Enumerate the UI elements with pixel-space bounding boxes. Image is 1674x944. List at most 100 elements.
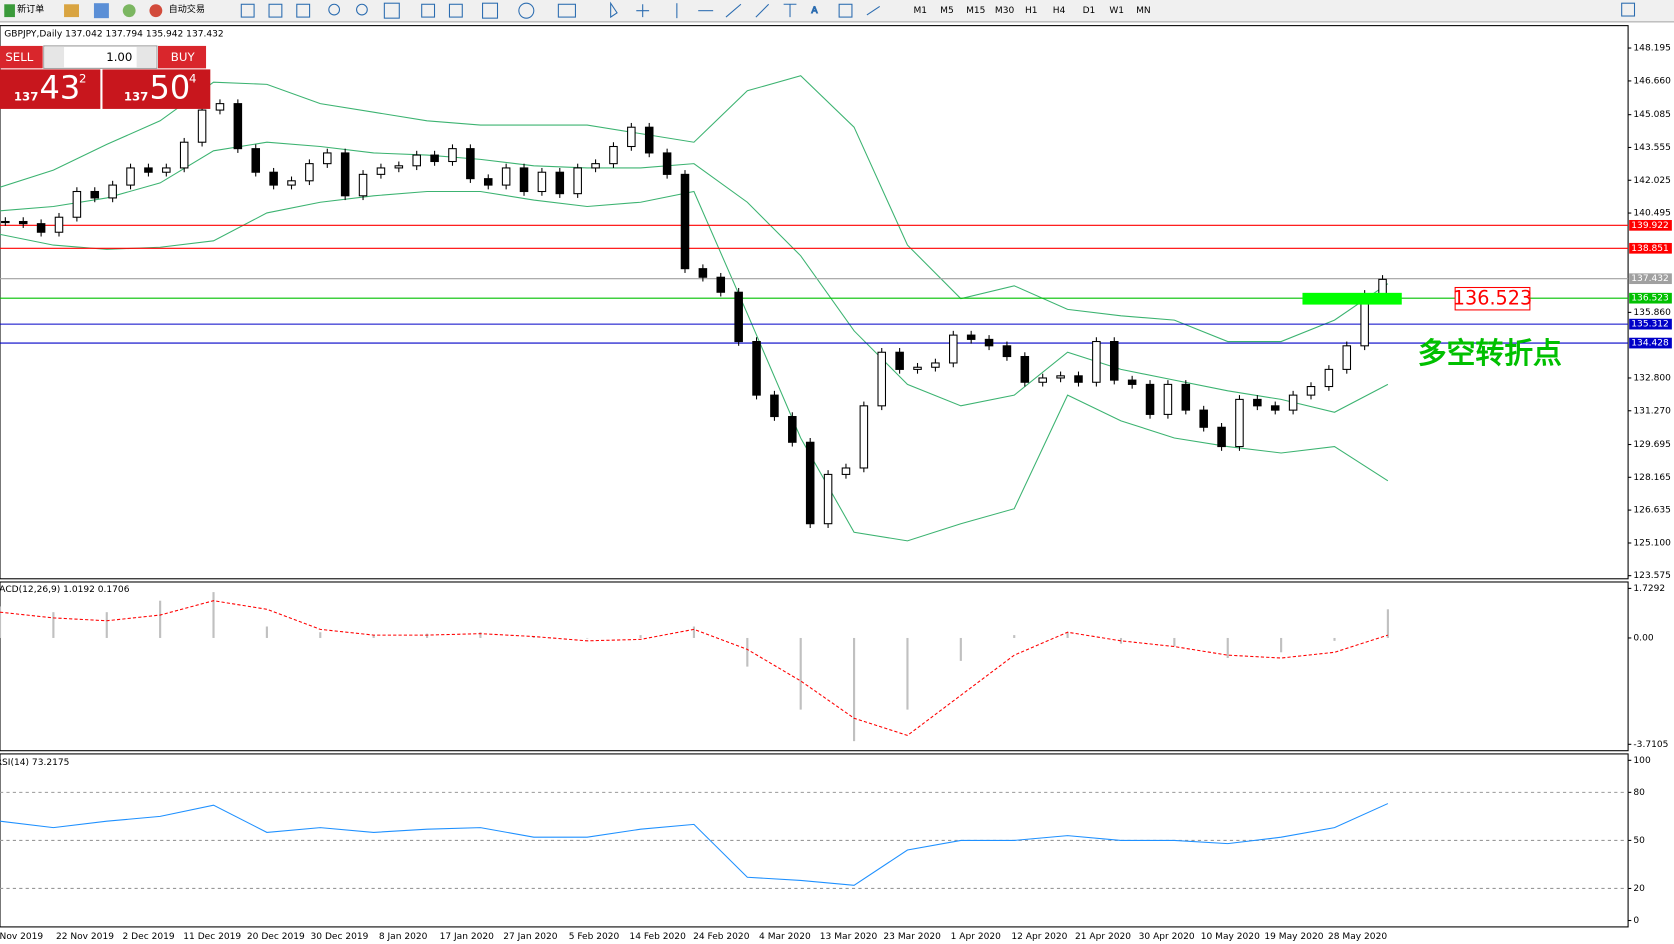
auto-trading[interactable]: 自动交易 bbox=[169, 3, 205, 15]
lots-up[interactable] bbox=[136, 46, 156, 68]
candle-body bbox=[949, 334, 958, 364]
new-order[interactable]: 新订单 bbox=[17, 3, 44, 15]
y-tick-label: 0.00 bbox=[1633, 633, 1653, 643]
x-tick-label: 2 Dec 2019 bbox=[123, 932, 175, 942]
candle-body bbox=[269, 171, 278, 186]
level-label: 138.851 bbox=[1631, 244, 1668, 254]
candle-body bbox=[179, 141, 189, 169]
bollinger-band bbox=[0, 75, 1389, 343]
level-label: 136.523 bbox=[1631, 294, 1669, 304]
macd-bar bbox=[532, 636, 535, 638]
timeframe-button[interactable]: M15 bbox=[966, 6, 985, 16]
candle-body bbox=[662, 152, 672, 175]
macd-title: MACD(12,26,9) 1.0192 0.1706 bbox=[0, 585, 130, 595]
candle-body bbox=[1109, 341, 1119, 381]
candle-body bbox=[1253, 398, 1262, 407]
lots-input[interactable] bbox=[43, 45, 158, 69]
candle-body bbox=[90, 190, 100, 199]
x-tick-label: 17 Jan 2020 bbox=[440, 932, 495, 942]
buy-button[interactable] bbox=[158, 45, 207, 69]
y-tick-label: 20 bbox=[1633, 884, 1645, 894]
tool-icon[interactable] bbox=[122, 4, 136, 18]
tool-icon[interactable] bbox=[93, 3, 109, 19]
candle-body bbox=[734, 291, 743, 343]
y-tick-label: 126.635 bbox=[1633, 506, 1670, 516]
candle-body bbox=[627, 126, 636, 148]
candle-body bbox=[126, 167, 135, 186]
candle-body bbox=[913, 366, 922, 370]
ask-fraction[interactable]: 4 bbox=[189, 72, 196, 86]
candle-body bbox=[412, 154, 421, 167]
bid-pips[interactable]: 43 bbox=[40, 69, 81, 107]
search-icon[interactable] bbox=[1621, 2, 1636, 17]
bid-box[interactable] bbox=[0, 69, 101, 109]
rsi-title: RSI(14) 73.2175 bbox=[0, 758, 69, 768]
x-tick-label: 30 Dec 2019 bbox=[311, 932, 369, 942]
bid-big[interactable]: 137 bbox=[14, 90, 38, 104]
candle-body bbox=[501, 167, 511, 186]
candle-body bbox=[376, 167, 386, 175]
macd-panel bbox=[0, 581, 1629, 752]
tool-icon[interactable] bbox=[64, 4, 80, 18]
level-tag bbox=[1629, 318, 1672, 330]
candle-body bbox=[1, 220, 10, 224]
candle-body bbox=[1092, 341, 1101, 383]
x-tick-label: 30 Apr 2020 bbox=[1139, 932, 1195, 942]
x-tick-label: 21 Apr 2020 bbox=[1075, 932, 1131, 942]
sell-button[interactable] bbox=[0, 45, 43, 69]
candle-body bbox=[305, 163, 314, 182]
macd-bar bbox=[372, 635, 375, 638]
candle-body bbox=[555, 171, 565, 195]
timeframe-button[interactable]: D1 bbox=[1083, 6, 1096, 16]
y-tick-label: 140.495 bbox=[1633, 209, 1670, 219]
lots-value[interactable]: 1.00 bbox=[106, 50, 132, 64]
candle-body bbox=[448, 148, 457, 163]
timeframe-button[interactable]: M5 bbox=[940, 6, 954, 16]
level-tag bbox=[1629, 242, 1672, 254]
timeframe-button[interactable]: H1 bbox=[1025, 6, 1038, 16]
candle-body bbox=[1181, 383, 1191, 411]
macd-bar bbox=[906, 637, 909, 710]
candle-body bbox=[698, 268, 708, 278]
timeframe-button[interactable]: M1 bbox=[913, 6, 927, 16]
macd-bar bbox=[105, 612, 108, 638]
level-label: 137.432 bbox=[1631, 274, 1668, 284]
macd-bar bbox=[479, 632, 482, 638]
candle-body bbox=[1288, 394, 1298, 411]
y-tick-label: 0 bbox=[1633, 916, 1639, 926]
timeframe-button[interactable]: MN bbox=[1136, 6, 1151, 16]
x-tick-label: 22 Nov 2019 bbox=[56, 932, 114, 942]
buy-label[interactable]: BUY bbox=[171, 50, 196, 64]
macd-signal bbox=[0, 600, 1389, 737]
x-tick-label: 1 Apr 2020 bbox=[951, 932, 1001, 942]
lots-down[interactable] bbox=[44, 46, 65, 68]
candle-body bbox=[323, 152, 332, 165]
level-tag bbox=[1629, 337, 1672, 349]
y-tick-label: 50 bbox=[1633, 836, 1645, 846]
level-tag bbox=[1629, 219, 1672, 231]
ask-box[interactable] bbox=[102, 69, 211, 109]
candle-body bbox=[466, 148, 475, 180]
sell-label[interactable]: SELL bbox=[5, 50, 33, 64]
candle-body bbox=[984, 338, 994, 347]
level-label: 139.922 bbox=[1631, 221, 1668, 231]
candle-body bbox=[1270, 405, 1280, 411]
new-order-icon[interactable] bbox=[4, 4, 15, 18]
timeframe-button[interactable]: W1 bbox=[1109, 6, 1124, 16]
timeframe-button[interactable]: H4 bbox=[1053, 6, 1066, 16]
macd-bar bbox=[1173, 637, 1176, 647]
ask-pips[interactable]: 50 bbox=[149, 69, 190, 107]
tool-icons[interactable]: A bbox=[240, 1, 881, 19]
y-tick-label: 135.860 bbox=[1633, 308, 1671, 318]
candle-body bbox=[788, 416, 797, 443]
candle-body bbox=[144, 167, 153, 173]
ask-big[interactable]: 137 bbox=[124, 90, 148, 104]
auto-trading-icon[interactable] bbox=[149, 4, 163, 18]
bid-fraction[interactable]: 2 bbox=[79, 72, 86, 86]
candle-body bbox=[72, 190, 82, 218]
candle-body bbox=[1199, 409, 1208, 428]
x-tick-label: 27 Jan 2020 bbox=[503, 932, 558, 942]
timeframe-button[interactable]: M30 bbox=[995, 6, 1015, 16]
candle-body bbox=[394, 165, 404, 169]
